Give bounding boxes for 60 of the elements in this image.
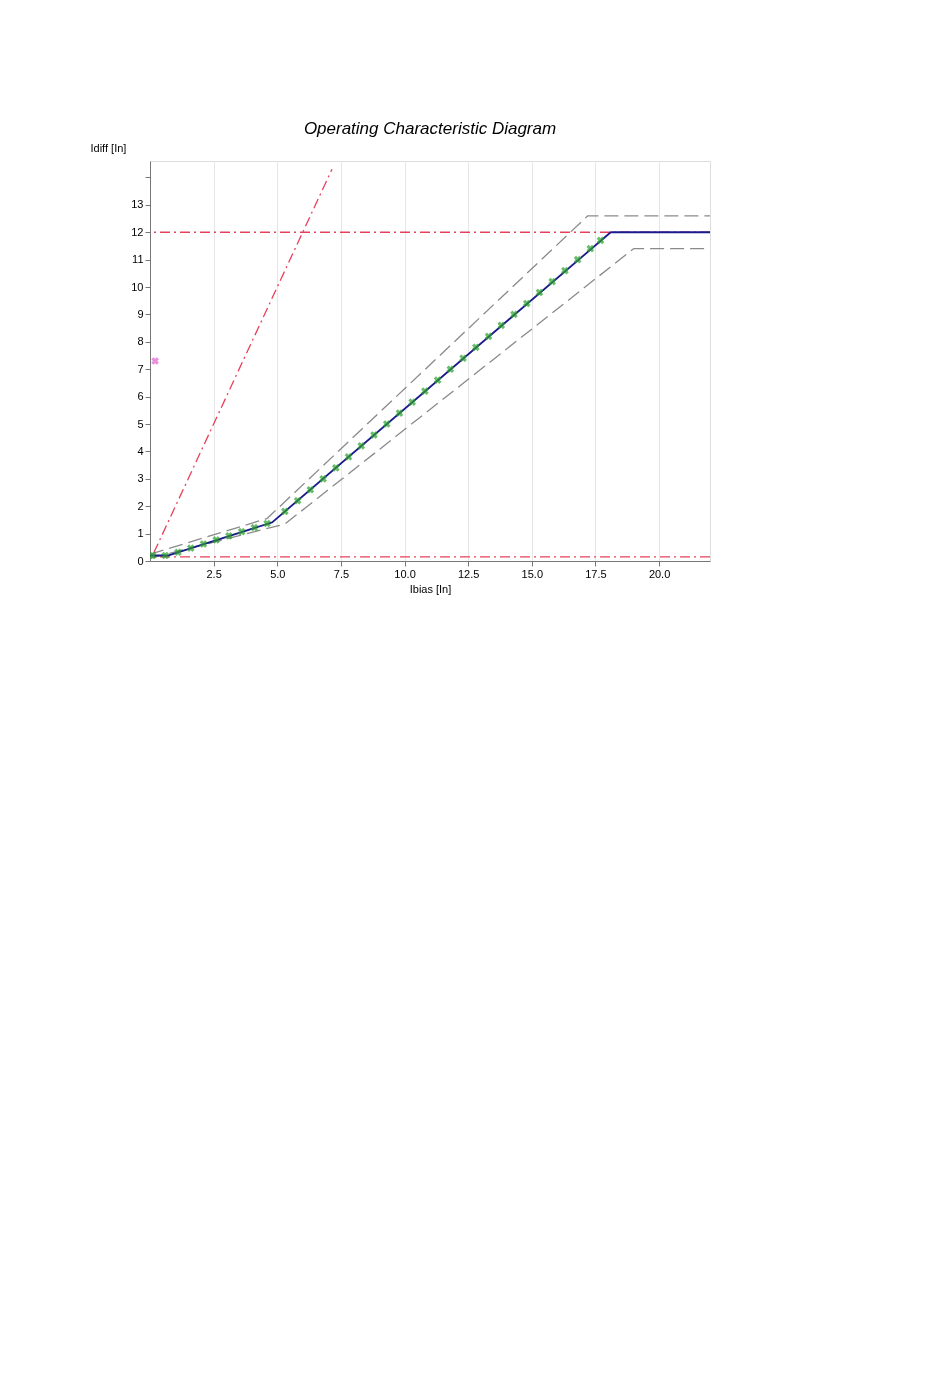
y-tick-label: 10	[131, 280, 144, 293]
point	[319, 474, 327, 483]
y-tick-label: 9	[137, 307, 144, 320]
point	[293, 496, 302, 505]
y-tick-label: 12	[131, 225, 144, 238]
point	[548, 277, 557, 286]
y-axis-title: Idiff [In]	[90, 141, 127, 154]
point	[446, 365, 455, 374]
point	[357, 442, 366, 450]
x-tick-label: 15.0	[521, 567, 544, 580]
point	[212, 536, 221, 544]
x-tick-label: 12.5	[457, 567, 480, 580]
point	[433, 376, 442, 385]
point	[561, 266, 569, 275]
point	[510, 310, 518, 319]
y-tick-label: 3	[137, 472, 144, 485]
x-tick-label: 20.0	[648, 567, 671, 580]
x-tick-label: 10.0	[394, 567, 416, 580]
point	[186, 544, 195, 552]
point	[484, 332, 493, 341]
point	[306, 485, 315, 494]
point	[471, 343, 480, 352]
x-axis-title: Ibias [In]	[409, 582, 452, 595]
point	[586, 244, 595, 253]
point	[331, 464, 340, 472]
point	[225, 531, 233, 540]
point	[344, 453, 353, 461]
y-tick-label: 8	[137, 335, 144, 348]
point	[161, 551, 170, 560]
x-tick-label: 7.5	[333, 567, 350, 580]
point	[263, 519, 271, 528]
point	[370, 431, 378, 439]
point	[497, 321, 506, 330]
point	[151, 357, 159, 365]
y-tick-label: 7	[137, 362, 144, 375]
point	[199, 540, 208, 548]
point	[150, 551, 157, 560]
point	[421, 387, 429, 395]
y-tick-label: 4	[137, 444, 144, 457]
y-tick-label: 6	[137, 390, 144, 403]
x-tick-label: 2.5	[206, 567, 222, 580]
point	[382, 420, 391, 428]
chart-title: Operating Characteristic Diagram	[303, 119, 557, 138]
point	[596, 236, 605, 245]
point	[408, 398, 417, 406]
y-tick-label: 13	[131, 198, 144, 211]
y-tick-label: 5	[137, 417, 144, 430]
point	[573, 255, 582, 264]
point	[174, 548, 182, 557]
y-tick-label: 11	[132, 253, 144, 266]
x-tick-label: 5.0	[270, 567, 286, 580]
point	[522, 299, 531, 308]
point	[250, 523, 259, 532]
point	[535, 288, 544, 297]
point	[237, 527, 246, 536]
x-tick-label: 17.5	[585, 567, 607, 580]
y-tick-label: 2	[137, 499, 144, 512]
point	[459, 354, 467, 363]
y-tick-label: 1	[137, 527, 144, 540]
y-tick-label: 0	[137, 554, 144, 567]
